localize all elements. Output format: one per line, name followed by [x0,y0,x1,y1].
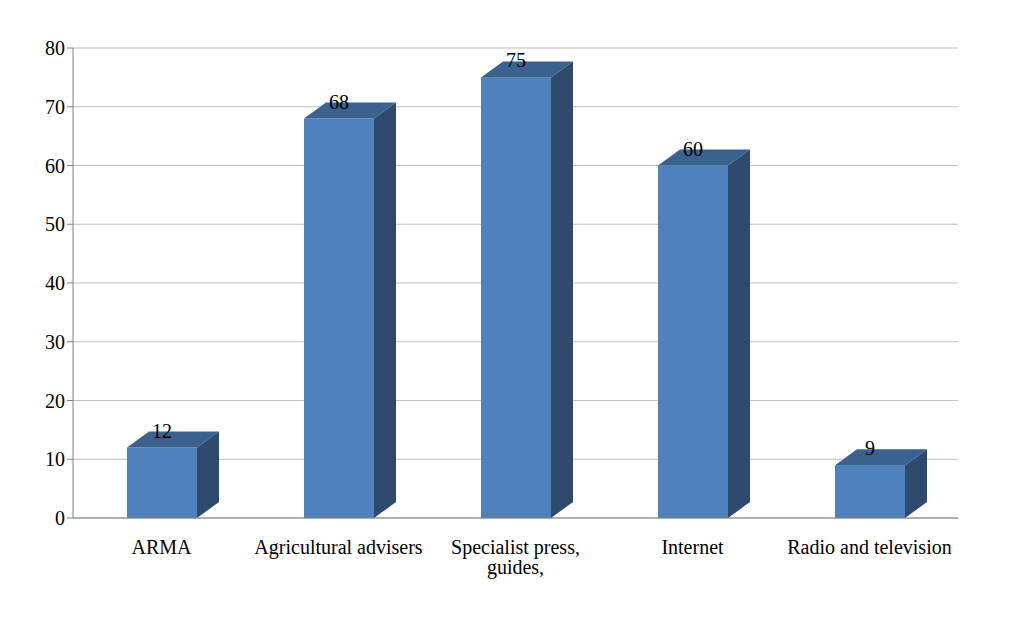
svg-text:Internet: Internet [661,536,724,558]
svg-text:68: 68 [329,91,349,113]
svg-text:40: 40 [45,272,65,294]
svg-text:12: 12 [152,420,172,442]
svg-text:Radio and television: Radio and television [787,536,951,558]
svg-text:20: 20 [45,390,65,412]
svg-text:0: 0 [55,507,65,529]
svg-text:30: 30 [45,331,65,353]
svg-text:80: 80 [45,37,65,59]
svg-text:60: 60 [683,138,703,160]
svg-text:Agricultural advisers: Agricultural advisers [254,536,422,559]
svg-text:75: 75 [506,49,526,71]
svg-text:Specialist press,guides,: Specialist press,guides, [451,536,580,579]
svg-text:60: 60 [45,155,65,177]
svg-text:50: 50 [45,213,65,235]
svg-text:70: 70 [45,96,65,118]
svg-text:9: 9 [865,437,875,459]
svg-text:ARMA: ARMA [131,536,192,558]
svg-text:10: 10 [45,448,65,470]
